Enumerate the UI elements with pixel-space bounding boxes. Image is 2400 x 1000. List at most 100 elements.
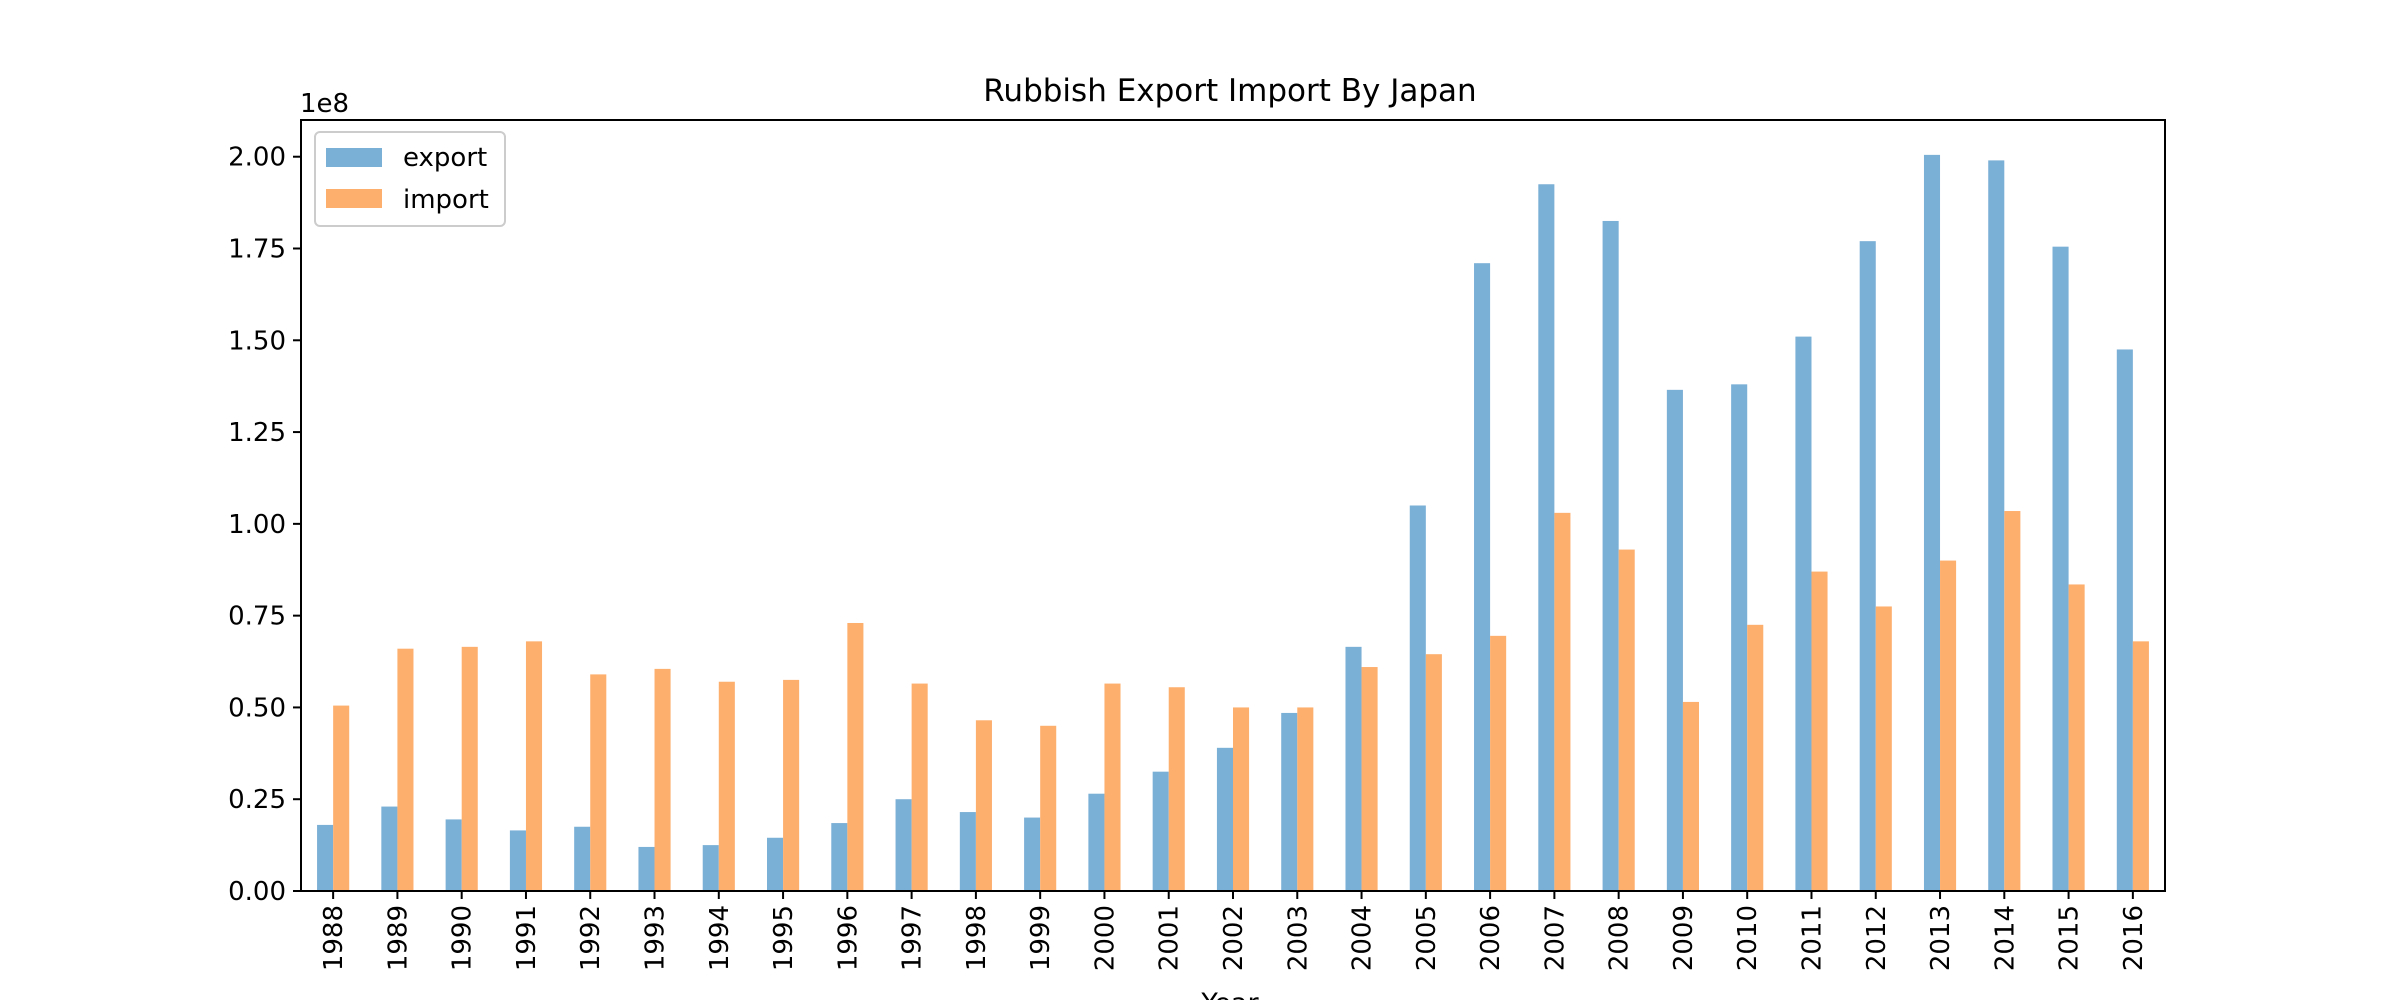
bar-import-2010 — [1747, 624, 1764, 891]
bar-import-2012 — [1875, 606, 1892, 891]
y-tick-label: 0.50 — [228, 693, 286, 723]
bar-export-2007 — [1538, 184, 1555, 891]
bar-export-1990 — [445, 819, 462, 891]
x-tick-label-2016: 2016 — [2119, 905, 2149, 971]
bar-export-2004 — [1345, 646, 1362, 891]
x-tick-label-2009: 2009 — [1669, 905, 1699, 971]
bar-export-2003 — [1281, 712, 1298, 891]
bar-export-2002 — [1216, 747, 1233, 891]
bar-export-2005 — [1409, 505, 1426, 891]
bar-import-2000 — [1104, 683, 1121, 891]
bar-export-2016 — [2116, 349, 2133, 892]
x-tick-label-2006: 2006 — [1476, 905, 1506, 971]
bar-import-2008 — [1618, 549, 1635, 891]
bar-export-1997 — [895, 799, 912, 891]
y-tick-label: 0.75 — [228, 602, 286, 632]
x-tick-label-1993: 1993 — [641, 905, 671, 971]
x-tick-label-1996: 1996 — [833, 905, 863, 971]
bar-import-2014 — [2004, 511, 2021, 891]
bar-import-2009 — [1682, 701, 1699, 891]
bar-import-2007 — [1554, 512, 1571, 891]
bar-import-2004 — [1361, 667, 1378, 891]
x-tick-label-2014: 2014 — [1990, 905, 2020, 971]
x-tick-label-1991: 1991 — [512, 905, 542, 971]
x-tick-label-2003: 2003 — [1283, 905, 1313, 971]
bar-export-2012 — [1859, 241, 1876, 891]
x-tick-label-2005: 2005 — [1412, 905, 1442, 971]
bar-export-1995 — [767, 837, 784, 891]
y-tick-label: 1.25 — [228, 418, 286, 448]
bars-group — [317, 154, 2149, 892]
x-tick-label-1988: 1988 — [319, 905, 349, 971]
bar-export-1998 — [959, 812, 976, 891]
bar-export-1992 — [574, 826, 591, 891]
y-offset-label: 1e8 — [300, 89, 349, 119]
bar-import-2013 — [1940, 560, 1957, 891]
bar-export-1991 — [509, 830, 526, 891]
bar-export-2006 — [1474, 263, 1491, 891]
x-tick-label-2007: 2007 — [1540, 905, 1570, 971]
bar-import-1995 — [783, 679, 800, 891]
y-tick-label: 0.00 — [228, 877, 286, 907]
y-tick-label: 2.00 — [228, 143, 286, 173]
x-tick-label-1989: 1989 — [383, 905, 413, 971]
bar-import-1998 — [975, 720, 992, 891]
y-tick-label: 1.75 — [228, 235, 286, 265]
legend-swatch-export — [326, 148, 382, 167]
bar-export-1994 — [702, 845, 719, 891]
x-tick-label-1995: 1995 — [769, 905, 799, 971]
legend: export import — [314, 131, 506, 227]
bar-export-2010 — [1731, 384, 1748, 891]
legend-swatch-import — [326, 189, 382, 208]
x-tick-label-2015: 2015 — [2055, 905, 2085, 971]
bar-import-1999 — [1040, 725, 1057, 891]
bar-export-1989 — [381, 806, 398, 891]
bar-import-2011 — [1811, 571, 1828, 891]
bar-import-1989 — [397, 648, 414, 891]
x-tick-label-2010: 2010 — [1733, 905, 1763, 971]
chart-title: Rubbish Export Import By Japan — [983, 73, 1476, 109]
x-axis-label: Year — [1200, 988, 1259, 1000]
bar-export-2008 — [1602, 220, 1619, 891]
legend-label-import: import — [403, 185, 489, 215]
bar-import-2002 — [1233, 707, 1250, 891]
bar-export-2011 — [1795, 336, 1812, 891]
x-tick-label-2002: 2002 — [1219, 905, 1249, 971]
x-tick-label-2012: 2012 — [1862, 905, 1892, 971]
bar-export-2013 — [1923, 154, 1941, 891]
bar-export-2009 — [1666, 389, 1683, 891]
bar-import-2001 — [1168, 687, 1185, 891]
x-tick-label-1994: 1994 — [705, 905, 735, 971]
bar-import-1992 — [590, 674, 607, 891]
x-tick-label-2011: 2011 — [1797, 905, 1827, 971]
bar-import-2015 — [2068, 584, 2085, 891]
x-tick-label-2008: 2008 — [1605, 905, 1635, 971]
bar-import-1996 — [847, 622, 864, 891]
plot-frame — [300, 119, 2166, 892]
bar-import-1993 — [654, 668, 671, 891]
bar-import-1997 — [911, 683, 928, 891]
bar-export-1999 — [1024, 817, 1041, 891]
bar-export-2014 — [1988, 160, 2005, 891]
legend-label-export: export — [403, 143, 487, 173]
bar-import-1988 — [333, 705, 350, 891]
x-tick-label-1990: 1990 — [448, 905, 478, 971]
bar-import-1991 — [525, 641, 543, 891]
x-tick-label-1997: 1997 — [898, 905, 928, 971]
bar-import-1990 — [461, 646, 478, 891]
bar-export-1988 — [317, 824, 334, 891]
bar-import-2016 — [2132, 641, 2149, 891]
bar-import-1994 — [718, 681, 735, 891]
bar-import-2006 — [1490, 635, 1507, 891]
x-axis: 1988 1989 1990 1991 1992 1993 1994 1995 1996 1997… — [319, 891, 2149, 971]
bar-import-2003 — [1297, 707, 1314, 891]
x-tick-label-1998: 1998 — [962, 905, 992, 971]
x-tick-label-1999: 1999 — [1026, 905, 1056, 971]
x-tick-label-1992: 1992 — [576, 905, 606, 971]
bar-import-2005 — [1425, 654, 1442, 891]
y-tick-label: 1.00 — [228, 510, 286, 540]
x-tick-label-2013: 2013 — [1926, 905, 1956, 971]
x-tick-label-2000: 2000 — [1090, 905, 1120, 971]
bar-export-1993 — [638, 846, 655, 891]
